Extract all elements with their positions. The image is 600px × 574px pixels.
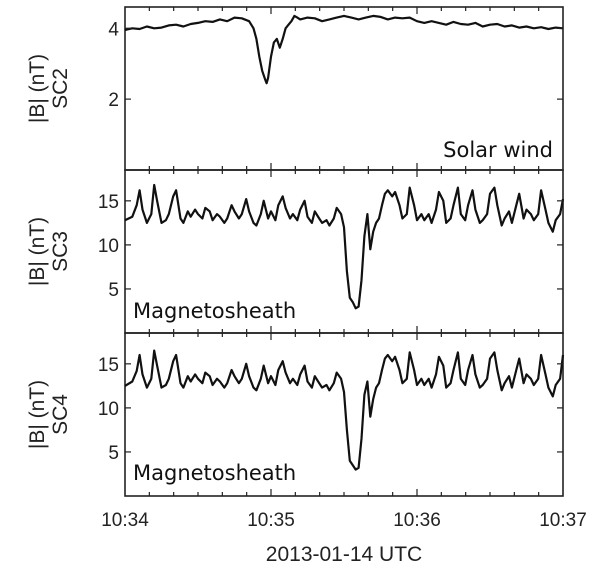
y-axis-label: |B| (nT): [26, 380, 49, 449]
x-tick-label: 10:36: [393, 510, 441, 531]
y-axis-label-spacecraft: SC3: [49, 231, 72, 272]
panel-annotation: Magnetosheath: [133, 299, 296, 323]
panel-annotation: Solar wind: [443, 138, 553, 162]
y-axis-label: |B| (nT): [26, 54, 49, 123]
panel-sc2: 2 4 Solar wind |B| (nT) SC2: [26, 6, 564, 171]
series-line: [124, 14, 564, 85]
y-axis-label-spacecraft: SC4: [49, 394, 72, 435]
y-tick-label: 15: [98, 355, 119, 376]
y-axis-label: |B| (nT): [26, 217, 49, 286]
x-tick-label: 10:34: [101, 510, 149, 531]
y-tick-label: 10: [98, 236, 119, 257]
series-line: [124, 349, 565, 471]
x-tick-label: 10:35: [247, 510, 295, 531]
y-tick-label: 4: [108, 19, 119, 40]
y-tick-label: 2: [108, 90, 119, 111]
y-tick-label: 5: [108, 280, 119, 301]
x-tick-label: 10:37: [539, 510, 587, 531]
panel-annotation: Magnetosheath: [133, 461, 296, 485]
series-line: [124, 183, 565, 310]
panel-sc4: 5 10 15 Magnetosheath |B| (nT) SC4: [26, 332, 565, 497]
y-tick-label: 10: [98, 399, 119, 420]
y-tick-label: 15: [98, 192, 119, 213]
y-tick-label: 5: [108, 443, 119, 464]
panel-sc3: 5 10 15 Magnetosheath |B| (nT) SC3: [26, 169, 565, 334]
x-axis-label: 2013-01-14 UTC: [266, 543, 422, 566]
y-axis-label-spacecraft: SC2: [49, 68, 72, 109]
